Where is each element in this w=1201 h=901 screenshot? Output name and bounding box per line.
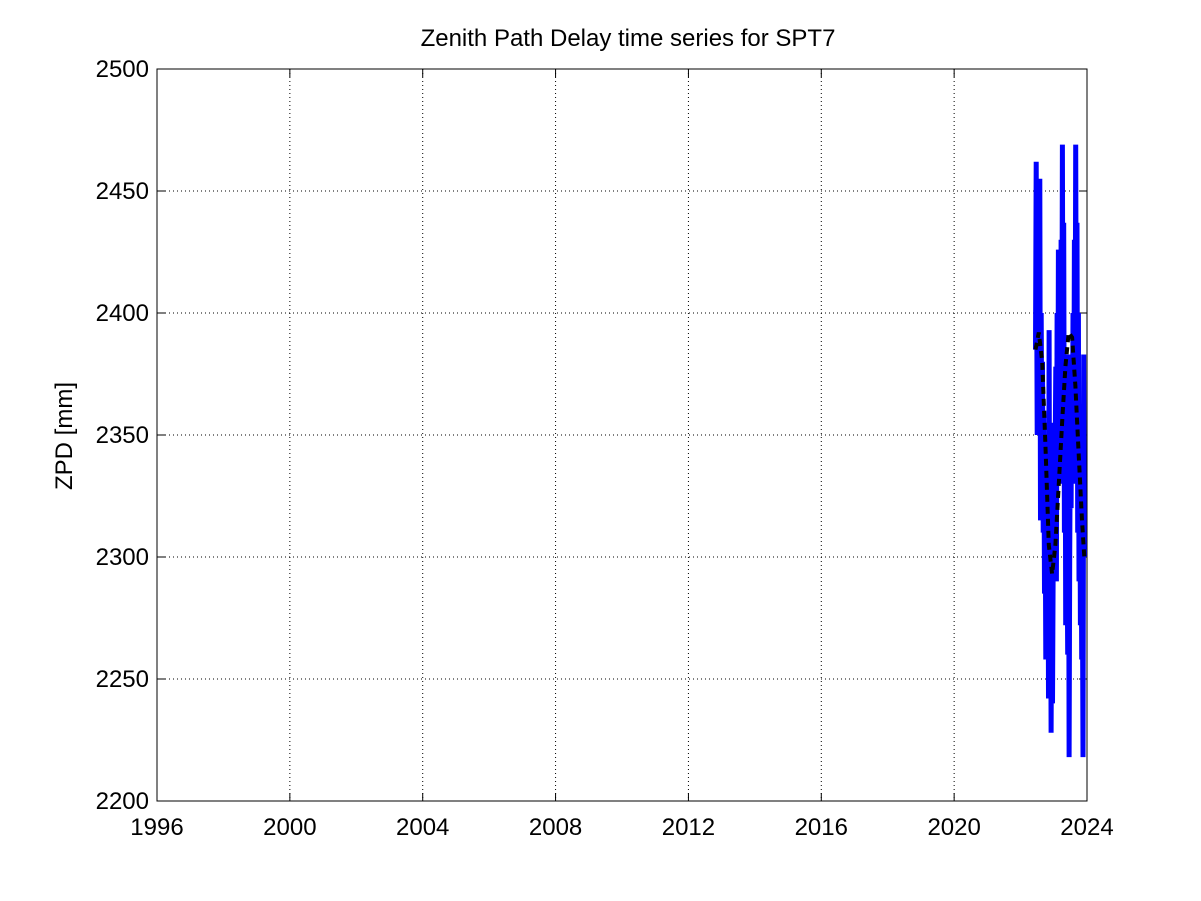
x-tick-label: 2000	[263, 814, 316, 841]
y-tick-label: 2450	[96, 178, 149, 205]
x-tick-label: 2008	[529, 814, 582, 841]
y-tick-label: 2250	[96, 666, 149, 693]
series-line-data	[1033, 144, 1087, 758]
y-tick-label: 2400	[96, 300, 149, 327]
chart-title: Zenith Path Delay time series for SPT7	[421, 25, 836, 52]
series-line-trend	[1033, 326, 1087, 575]
y-tick-label: 2300	[96, 544, 149, 571]
y-tick-label: 2500	[96, 56, 149, 83]
grid-lines	[157, 69, 1087, 801]
y-tick-labels: 2200 2250 2300 2350 2400 2450 2500	[96, 56, 149, 815]
x-tick-label: 2016	[795, 814, 848, 841]
x-tick-labels: 1996 2000 2004 2008 2012 2016 2020 2024	[130, 814, 1113, 841]
y-tick-label: 2200	[96, 788, 149, 815]
y-axis-label: ZPD [mm]	[51, 382, 78, 490]
x-tick-label: 2024	[1060, 814, 1113, 841]
x-tick-label: 2004	[396, 814, 449, 841]
y-tick-label: 2350	[96, 422, 149, 449]
x-tick-label: 1996	[130, 814, 183, 841]
series-layer	[1033, 144, 1087, 758]
x-tick-label: 2020	[927, 814, 980, 841]
x-tick-label: 2012	[662, 814, 715, 841]
